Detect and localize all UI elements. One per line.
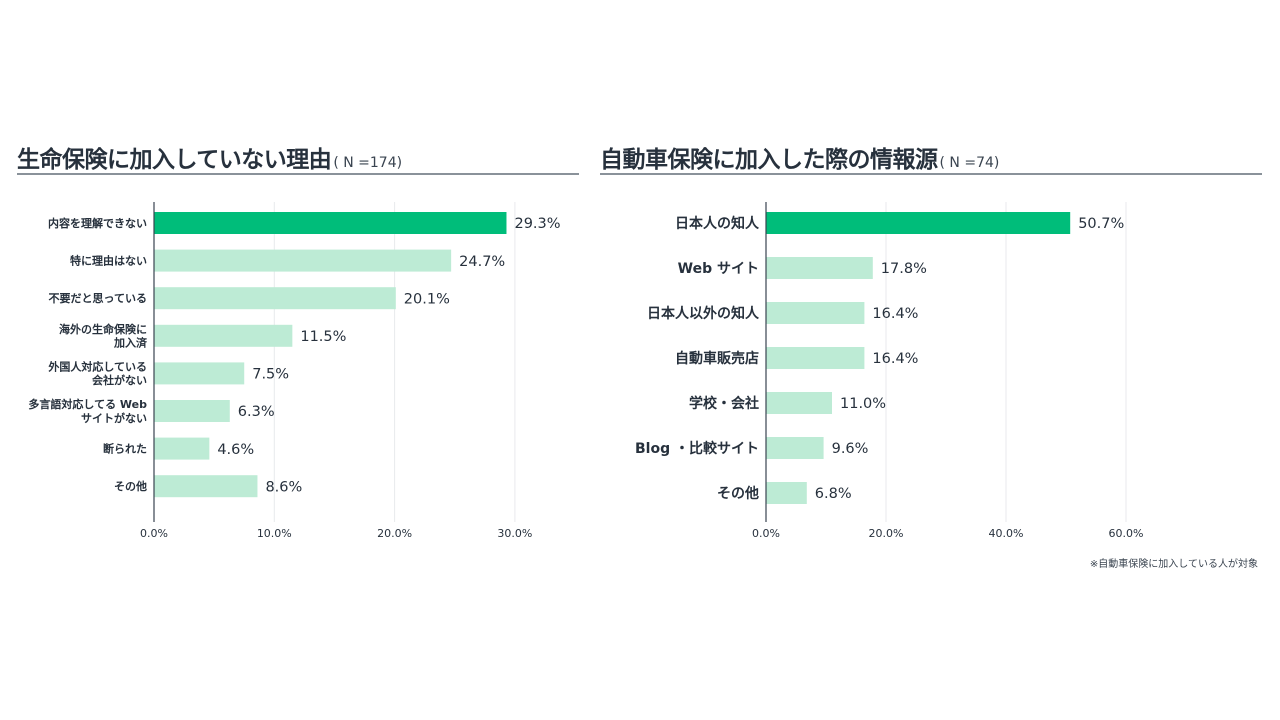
right-bar-6 <box>766 482 807 504</box>
right-bar-5 <box>766 437 824 459</box>
left-bar-4 <box>154 362 245 385</box>
right-chart-sample-size: ( N =74) <box>939 155 1000 171</box>
right-bar-4 <box>766 392 832 414</box>
right-tick-label-3: 60.0% <box>1109 527 1144 540</box>
left-value-label-3: 11.5% <box>300 329 346 345</box>
right-chart-footnote: ※自動車保険に加入している人が対象 <box>1089 559 1258 570</box>
left-bar-3 <box>154 324 293 347</box>
right-chart-title-text: 自動車保険に加入した際の情報源 <box>600 147 938 173</box>
left-bar-7 <box>154 475 258 498</box>
left-value-label-5: 6.3% <box>238 404 275 420</box>
right-bar-2 <box>766 302 865 324</box>
right-chart-title: 自動車保険に加入した際の情報源( N =74) <box>600 140 999 174</box>
right-category-label-2: 日本人以外の知人 <box>647 305 760 322</box>
left-chart-title-rule <box>17 173 579 175</box>
right-tick-label-1: 20.0% <box>869 527 904 540</box>
left-value-label-4: 7.5% <box>252 367 289 383</box>
left-value-label-0: 29.3% <box>514 216 560 232</box>
left-category-label-2: 不要だと思っている <box>49 292 147 305</box>
left-tick-label-3: 30.0% <box>497 527 532 540</box>
left-bar-2 <box>154 287 396 310</box>
left-tick-label-0: 0.0% <box>140 527 168 540</box>
left-category-label-6: 断られた <box>103 442 147 456</box>
right-category-label-5: Blog ・比較サイト <box>635 440 759 457</box>
right-value-label-6: 6.8% <box>815 486 852 502</box>
right-category-label-4: 学校・会社 <box>689 395 759 412</box>
right-value-label-4: 11.0% <box>840 396 886 412</box>
right-value-label-5: 9.6% <box>832 441 869 457</box>
left-value-label-7: 8.6% <box>265 479 302 495</box>
right-value-label-3: 16.4% <box>872 351 918 367</box>
right-category-label-6: その他 <box>717 485 759 502</box>
left-value-label-2: 20.1% <box>404 291 450 307</box>
left-tick-label-2: 20.0% <box>377 527 412 540</box>
left-chart-title: 生命保険に加入していない理由( N =174) <box>17 140 402 174</box>
left-category-label-7: その他 <box>114 479 147 493</box>
right-value-label-2: 16.4% <box>872 306 918 322</box>
right-tick-label-0: 0.0% <box>752 527 780 540</box>
left-category-label-1: 特に理由はない <box>70 254 147 268</box>
left-bar-1 <box>154 249 452 272</box>
left-chart-title-text: 生命保険に加入していない理由 <box>17 147 332 173</box>
right-value-label-1: 17.8% <box>881 261 927 277</box>
left-chart-sample-size: ( N =174) <box>333 155 403 171</box>
left-tick-label-1: 10.0% <box>257 527 292 540</box>
left-category-label-0: 内容を理解できない <box>48 216 147 230</box>
left-category-label-5: 多言語対応してる Web サイトがない <box>28 397 147 425</box>
left-bar-5 <box>154 400 230 422</box>
right-chart-title-rule <box>600 173 1262 175</box>
left-bar-6 <box>154 437 210 460</box>
right-bar-0 <box>766 212 1071 234</box>
right-bar-3 <box>766 347 865 369</box>
right-value-label-0: 50.7% <box>1078 216 1124 232</box>
left-value-label-6: 4.6% <box>217 442 254 458</box>
left-value-label-1: 24.7% <box>459 254 505 270</box>
right-bar-1 <box>766 257 873 279</box>
left-bar-0 <box>154 212 507 234</box>
left-category-label-4: 外国人対応している会社がない <box>47 359 147 387</box>
right-category-label-0: 日本人の知人 <box>675 215 760 232</box>
right-category-label-1: Web サイト <box>678 261 759 277</box>
right-tick-label-2: 40.0% <box>989 527 1024 540</box>
right-category-label-3: 自動車販売店 <box>675 350 759 367</box>
left-category-label-3: 海外の生命保険に加入済 <box>59 322 148 350</box>
